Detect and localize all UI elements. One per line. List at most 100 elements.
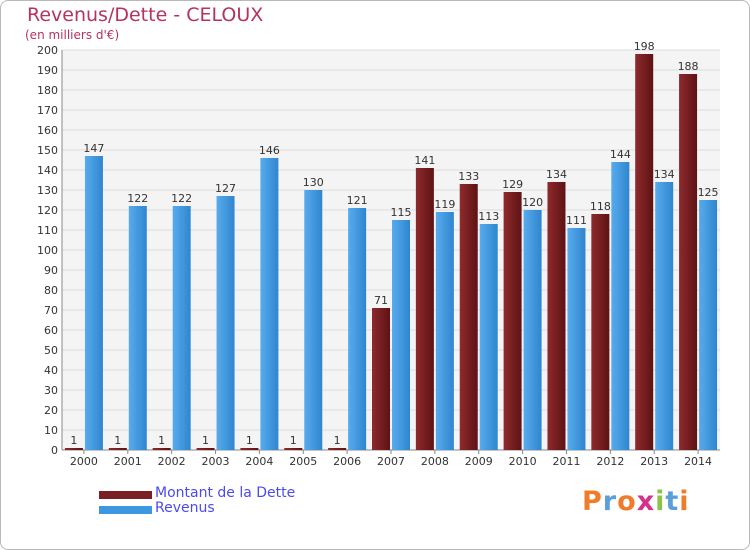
bar-dette — [547, 182, 566, 450]
bar-dette — [635, 54, 654, 450]
bar-dette — [372, 308, 390, 450]
bar-dette — [591, 214, 610, 450]
y-tick-label: 180 — [37, 84, 58, 97]
y-tick-label: 150 — [37, 144, 58, 157]
data-label-revenus: 113 — [478, 210, 499, 223]
data-label-revenus: 121 — [347, 194, 368, 207]
data-label-dette: 133 — [458, 170, 479, 183]
x-tick-label: 2009 — [465, 455, 493, 468]
bar-revenus — [699, 200, 718, 450]
bar-revenus — [567, 228, 586, 450]
data-label-dette: 1 — [70, 434, 77, 447]
data-label-revenus: 119 — [434, 198, 455, 211]
data-label-revenus: 125 — [698, 186, 719, 199]
data-label-dette: 134 — [546, 168, 567, 181]
bar-revenus — [84, 156, 103, 450]
data-label-dette: 129 — [502, 178, 523, 191]
x-tick-label: 2001 — [114, 455, 142, 468]
x-tick-label: 2003 — [202, 455, 230, 468]
data-label-revenus: 144 — [610, 148, 631, 161]
data-label-revenus: 122 — [127, 192, 148, 205]
bar-dette — [679, 74, 698, 450]
bar-dette — [328, 448, 347, 450]
data-label-revenus: 120 — [522, 196, 543, 209]
y-tick-label: 0 — [51, 444, 58, 457]
data-label-dette: 188 — [678, 60, 699, 73]
data-label-dette: 141 — [414, 154, 435, 167]
y-tick-label: 160 — [37, 124, 58, 137]
legend-swatch-revenus — [99, 506, 152, 514]
bar-revenus — [348, 208, 367, 450]
bar-revenus — [304, 190, 323, 450]
logo-letter: o — [617, 486, 637, 517]
bar-dette — [64, 448, 83, 450]
y-tick-label: 50 — [44, 344, 58, 357]
logo-letter: r — [602, 486, 618, 517]
logo-letter: P — [582, 486, 603, 517]
x-tick-label: 2000 — [70, 455, 98, 468]
chart-unit-label: (en milliers d'€) — [25, 28, 120, 42]
bar-dette — [503, 192, 522, 450]
bar-revenus — [611, 162, 630, 450]
logo-letter: t — [665, 486, 680, 517]
bar-revenus — [128, 206, 147, 450]
data-label-revenus: 147 — [83, 142, 104, 155]
x-tick-label: 2004 — [245, 455, 273, 468]
y-tick-label: 170 — [37, 104, 58, 117]
bar-revenus — [392, 220, 410, 450]
bar-dette — [196, 448, 215, 450]
proxiti-logo: Proxiti — [582, 486, 690, 517]
bar-dette — [240, 448, 259, 450]
y-tick-label: 40 — [44, 364, 58, 377]
y-tick-label: 10 — [44, 424, 58, 437]
x-tick-label: 2008 — [421, 455, 449, 468]
bar-dette — [108, 448, 127, 450]
data-label-dette: 118 — [590, 200, 611, 213]
bar-dette — [459, 184, 478, 450]
bar-dette — [415, 168, 434, 450]
data-label-dette: 71 — [374, 294, 388, 307]
data-label-dette: 1 — [114, 434, 121, 447]
y-tick-label: 190 — [37, 64, 58, 77]
x-tick-label: 2010 — [509, 455, 537, 468]
x-tick-label: 2002 — [158, 455, 186, 468]
bar-dette — [284, 448, 303, 450]
data-label-revenus: 111 — [566, 214, 587, 227]
data-label-dette: 1 — [158, 434, 165, 447]
y-tick-label: 140 — [37, 164, 58, 177]
y-tick-label: 200 — [37, 44, 58, 57]
data-label-revenus: 146 — [259, 144, 280, 157]
y-tick-label: 120 — [37, 204, 58, 217]
legend-label-dette: Montant de la Dette — [155, 485, 296, 501]
y-tick-label: 20 — [44, 404, 58, 417]
data-label-dette: 1 — [334, 434, 341, 447]
y-tick-label: 80 — [44, 284, 58, 297]
bar-revenus — [216, 196, 235, 450]
x-tick-label: 2011 — [552, 455, 580, 468]
legend-swatch-dette — [99, 491, 152, 499]
logo-letter: i — [679, 486, 690, 517]
bar-revenus — [172, 206, 191, 450]
y-tick-label: 100 — [37, 244, 58, 257]
x-tick-label: 2005 — [289, 455, 317, 468]
logo-letter: x — [636, 486, 656, 517]
y-tick-label: 70 — [44, 304, 58, 317]
x-tick-label: 2007 — [377, 455, 405, 468]
y-tick-label: 110 — [37, 224, 58, 237]
data-label-dette: 1 — [202, 434, 209, 447]
data-label-dette: 1 — [290, 434, 297, 447]
chart-title: Revenus/Dette - CELOUX — [27, 4, 264, 26]
bar-revenus — [523, 210, 542, 450]
x-tick-label: 2014 — [684, 455, 712, 468]
data-label-revenus: 130 — [303, 176, 324, 189]
bar-revenus — [260, 158, 279, 450]
y-tick-label: 130 — [37, 184, 58, 197]
bar-revenus — [479, 224, 498, 450]
y-tick-label: 30 — [44, 384, 58, 397]
x-tick-label: 2006 — [333, 455, 361, 468]
data-label-dette: 1 — [246, 434, 253, 447]
data-label-revenus: 115 — [391, 206, 412, 219]
bar-revenus — [435, 212, 454, 450]
x-tick-label: 2012 — [596, 455, 624, 468]
